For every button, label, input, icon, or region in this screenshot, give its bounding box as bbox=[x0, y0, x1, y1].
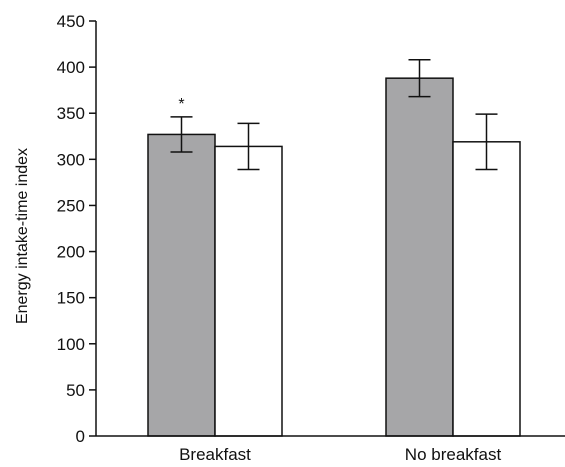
y-tick-label: 0 bbox=[76, 427, 85, 446]
bar bbox=[385, 77, 454, 437]
y-tick-label: 300 bbox=[57, 150, 85, 169]
y-tick-label: 200 bbox=[57, 243, 85, 262]
significance-marker: * bbox=[178, 96, 184, 113]
x-category-label: No breakfast bbox=[405, 445, 502, 464]
bar bbox=[214, 145, 283, 437]
y-tick-label: 400 bbox=[57, 58, 85, 77]
y-axis-title: Energy intake-time index bbox=[14, 148, 31, 324]
y-tick-label: 100 bbox=[57, 335, 85, 354]
bar bbox=[452, 141, 521, 437]
y-tick-label: 450 bbox=[57, 12, 85, 31]
y-tick-label: 250 bbox=[57, 196, 85, 215]
y-tick-label: 150 bbox=[57, 289, 85, 308]
y-tick-label: 50 bbox=[66, 381, 85, 400]
bar bbox=[147, 133, 216, 437]
y-tick-label: 350 bbox=[57, 104, 85, 123]
x-category-label: Breakfast bbox=[179, 445, 251, 464]
